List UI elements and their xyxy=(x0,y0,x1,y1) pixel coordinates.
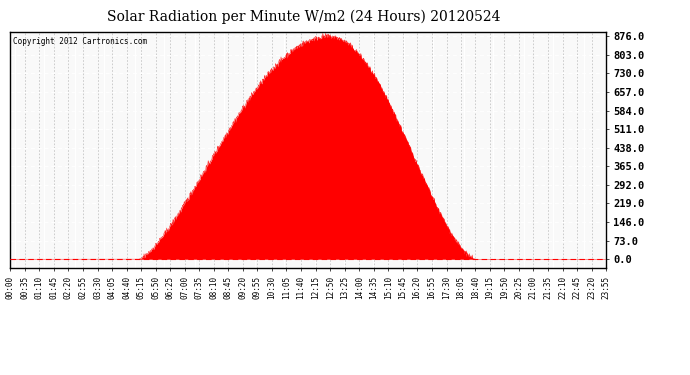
Text: Solar Radiation per Minute W/m2 (24 Hours) 20120524: Solar Radiation per Minute W/m2 (24 Hour… xyxy=(107,9,500,24)
Text: Copyright 2012 Cartronics.com: Copyright 2012 Cartronics.com xyxy=(13,37,148,46)
